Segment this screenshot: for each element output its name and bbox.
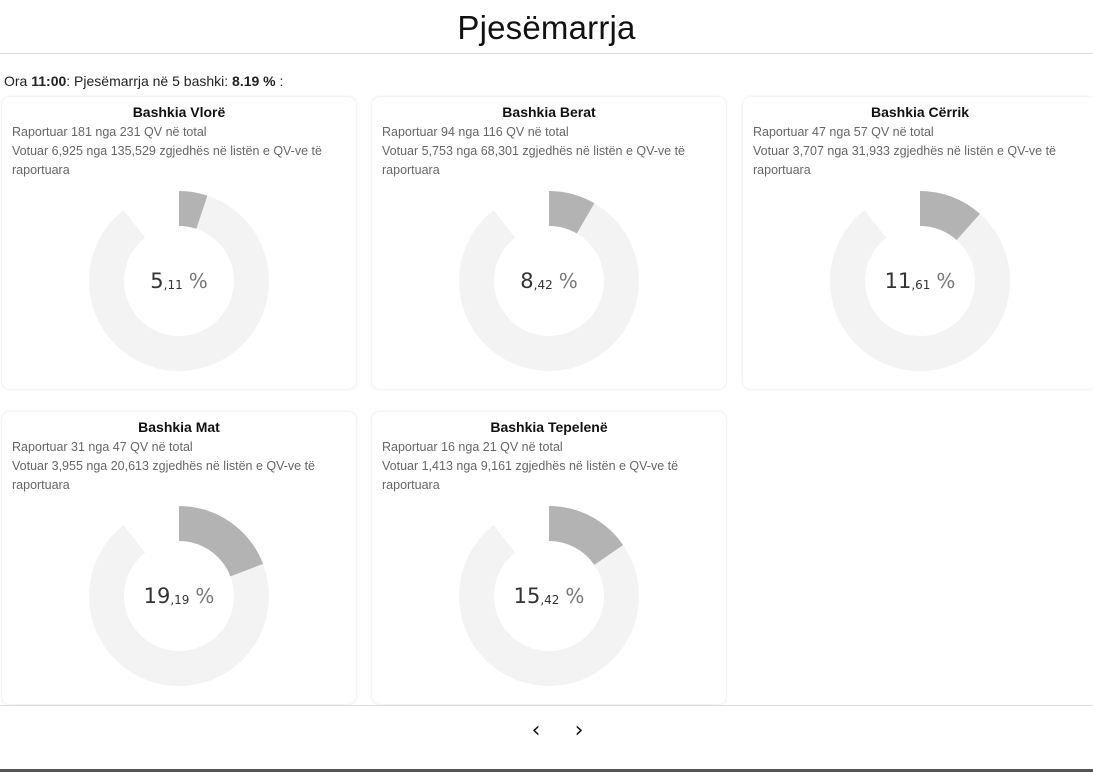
card-voted-count: Votuar 5,753 nga 68,301 zgjedhës në list… xyxy=(382,144,685,177)
card-reported-stations: Raportuar 16 nga 21 QV në total xyxy=(382,440,563,454)
summary-total-pct: 8.19 % xyxy=(232,73,276,89)
pct-sign: % xyxy=(195,584,215,608)
summary-middle: : Pjesëmarrja në 5 bashki: xyxy=(66,73,233,89)
donut-value-segment xyxy=(549,191,595,234)
turnout-donut-chart: 5,11% xyxy=(87,189,271,373)
donut-svg xyxy=(88,506,269,686)
donut-value-segment xyxy=(179,191,208,229)
turnout-percentage: 8,42% xyxy=(457,189,641,373)
donut-svg xyxy=(830,191,1010,372)
pct-sign: % xyxy=(188,269,208,293)
pagination-bar: ‹ › xyxy=(0,705,1093,772)
donut-svg xyxy=(459,191,639,371)
card-reported-stations: Raportuar 181 nga 231 QV në total xyxy=(12,125,207,139)
donut-track-segment xyxy=(459,203,639,371)
donut-value-segment xyxy=(549,506,624,565)
chevron-right-icon: › xyxy=(574,718,584,743)
pct-integer: 8 xyxy=(520,269,534,293)
pct-sign: % xyxy=(565,584,585,608)
card-title: Bashkia Cërrik xyxy=(870,104,970,120)
page-header: Pjesëmarrja xyxy=(0,0,1093,54)
pct-decimal: ,42 xyxy=(540,593,560,607)
donut-track-segment xyxy=(459,525,639,686)
prev-page-button[interactable]: ‹ xyxy=(523,718,549,744)
card-title: Bashkia Vlorë xyxy=(132,104,226,120)
municipality-card-berat: Bashkia Berat Raportuar 94 nga 116 QV në… xyxy=(372,97,726,389)
turnout-summary: Ora 11:00: Pjesëmarrja në 5 bashki: 8.19… xyxy=(4,73,283,89)
card-reported-stations: Raportuar 31 nga 47 QV në total xyxy=(12,440,193,454)
pct-integer: 15 xyxy=(513,584,541,608)
pct-integer: 19 xyxy=(143,584,171,608)
donut-svg xyxy=(459,506,639,686)
turnout-donut-chart: 19,19% xyxy=(87,504,271,688)
pct-sign: % xyxy=(558,269,578,293)
municipality-card-tepelene: Bashkia Tepelenë Raportuar 16 nga 21 QV … xyxy=(372,412,726,704)
pct-integer: 5 xyxy=(150,269,164,293)
turnout-donut-chart: 15,42% xyxy=(457,504,641,688)
pct-decimal: ,11 xyxy=(163,278,183,292)
donut-value-segment xyxy=(920,191,980,240)
card-title: Bashkia Berat xyxy=(502,104,596,120)
donut-value-segment xyxy=(179,506,264,577)
card-reported-stations: Raportuar 94 nga 116 QV në total xyxy=(382,125,569,139)
pct-decimal: ,42 xyxy=(533,278,553,292)
pct-decimal: ,61 xyxy=(911,278,931,292)
turnout-percentage: 11,61% xyxy=(828,189,1012,373)
summary-prefix: Ora xyxy=(4,73,32,89)
donut-track-segment xyxy=(89,195,269,371)
summary-time: 11:00 xyxy=(31,73,67,89)
municipality-card-vlore: Bashkia Vlorë Raportuar 181 nga 231 QV n… xyxy=(2,97,356,389)
donut-track-segment xyxy=(830,210,1010,372)
donut-svg xyxy=(89,191,269,371)
page-title: Pjesëmarrja xyxy=(457,8,636,46)
next-page-button[interactable]: › xyxy=(566,718,592,744)
card-reported-stations: Raportuar 47 nga 57 QV në total xyxy=(753,125,934,139)
turnout-percentage: 19,19% xyxy=(87,504,271,688)
turnout-percentage: 15,42% xyxy=(457,504,641,688)
municipality-card-mat: Bashkia Mat Raportuar 31 nga 47 QV në to… xyxy=(2,412,356,704)
card-voted-count: Votuar 3,707 nga 31,933 zgjedhës në list… xyxy=(753,144,1056,177)
summary-suffix: : xyxy=(275,73,284,89)
chevron-left-icon: ‹ xyxy=(531,718,541,743)
pct-integer: 11 xyxy=(884,269,912,293)
turnout-donut-chart: 8,42% xyxy=(457,189,641,373)
card-voted-count: Votuar 6,925 nga 135,529 zgjedhës në lis… xyxy=(12,144,322,177)
donut-track-segment xyxy=(88,525,269,686)
card-voted-count: Votuar 1,413 nga 9,161 zgjedhës në listë… xyxy=(382,459,679,492)
card-voted-count: Votuar 3,955 nga 20,613 zgjedhës në list… xyxy=(12,459,315,492)
card-title: Bashkia Mat xyxy=(138,419,220,435)
pct-sign: % xyxy=(936,269,956,293)
turnout-donut-chart: 11,61% xyxy=(828,189,1012,373)
turnout-percentage: 5,11% xyxy=(87,189,271,373)
card-title: Bashkia Tepelenë xyxy=(490,419,608,435)
bottom-divider xyxy=(0,769,1093,772)
municipality-card-cerrik: Bashkia Cërrik Raportuar 47 nga 57 QV në… xyxy=(743,97,1093,389)
pct-decimal: ,19 xyxy=(170,593,190,607)
